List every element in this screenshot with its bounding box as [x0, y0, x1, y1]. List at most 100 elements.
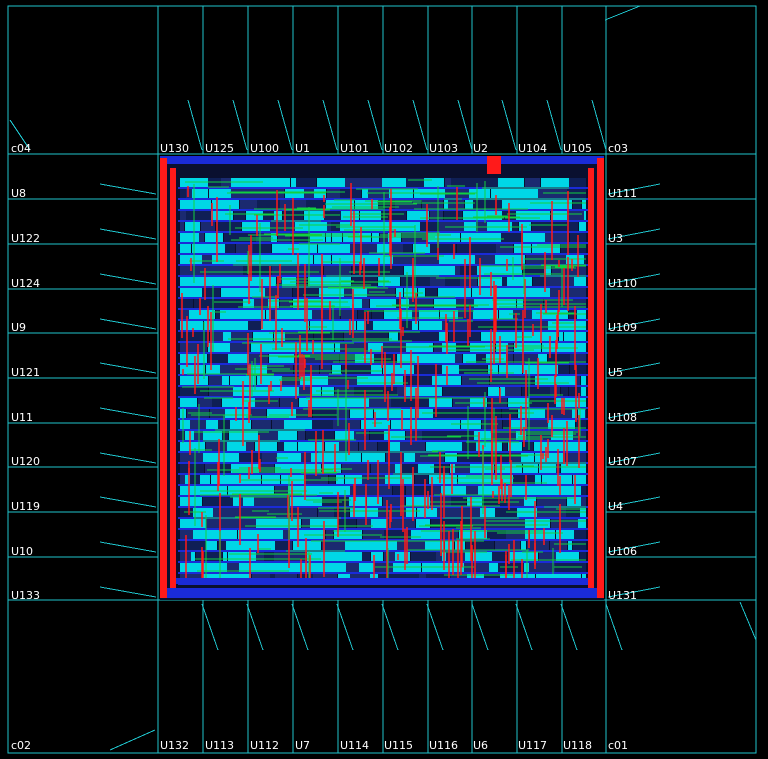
- cell-row-rail: [178, 440, 588, 442]
- cell-row-rail: [178, 198, 588, 200]
- standard-cell: [560, 442, 586, 451]
- standard-cell: [191, 552, 195, 561]
- pad-label-left: U9: [11, 321, 26, 334]
- standard-cell: [344, 244, 350, 253]
- standard-cell: [481, 332, 495, 341]
- standard-cell: [278, 442, 284, 451]
- standard-cell: [225, 244, 235, 253]
- standard-cell: [551, 431, 573, 440]
- cell-row-rail: [178, 319, 588, 321]
- standard-cell: [238, 398, 255, 407]
- standard-cell: [275, 310, 282, 319]
- standard-cell: [282, 310, 299, 319]
- standard-cell: [296, 464, 321, 473]
- cell-row-rail: [178, 352, 588, 354]
- standard-cell: [503, 442, 507, 451]
- standard-cell: [541, 178, 569, 187]
- standard-cell: [573, 541, 586, 550]
- standard-cell: [251, 343, 268, 352]
- standard-cell: [218, 541, 226, 550]
- standard-cell: [354, 431, 369, 440]
- standard-cell: [417, 508, 426, 517]
- standard-cell: [462, 376, 489, 385]
- standard-cell: [418, 464, 434, 473]
- standard-cell: [327, 189, 340, 198]
- standard-cell: [272, 244, 277, 253]
- standard-cell: [322, 541, 345, 550]
- standard-cell: [270, 222, 295, 231]
- standard-cell: [465, 552, 472, 561]
- standard-cell: [378, 442, 389, 451]
- standard-cell: [280, 299, 292, 308]
- standard-cell: [258, 431, 278, 440]
- standard-cell: [444, 211, 462, 220]
- standard-cell: [401, 299, 409, 308]
- standard-cell: [545, 233, 569, 242]
- standard-cell: [366, 332, 388, 341]
- standard-cell: [267, 409, 286, 418]
- standard-cell: [521, 541, 526, 550]
- pad-label-right: U5: [608, 366, 623, 379]
- standard-cell: [388, 530, 411, 539]
- core-area[interactable]: [160, 156, 604, 600]
- standard-cell: [362, 453, 380, 462]
- standard-cell: [476, 354, 486, 363]
- standard-cell: [465, 200, 473, 209]
- standard-cell: [228, 552, 256, 561]
- standard-cell: [495, 266, 522, 275]
- cell-row-rail: [178, 253, 588, 255]
- standard-cell: [295, 222, 319, 231]
- standard-cell: [323, 563, 346, 572]
- standard-cell: [180, 486, 201, 495]
- standard-cell: [180, 189, 186, 198]
- standard-cell: [404, 387, 430, 396]
- standard-cell: [538, 200, 563, 209]
- standard-cell: [370, 178, 382, 187]
- standard-cell: [439, 255, 462, 264]
- standard-cell: [567, 321, 586, 330]
- standard-cell: [412, 321, 418, 330]
- standard-cell: [503, 189, 528, 198]
- pad-label-left: U11: [11, 411, 33, 424]
- standard-cell: [313, 409, 336, 418]
- standard-cell: [466, 486, 478, 495]
- pad-label-left: U122: [11, 232, 40, 245]
- corner-label-top-left: c04: [11, 142, 31, 155]
- standard-cell: [413, 244, 430, 253]
- standard-cell: [200, 475, 210, 484]
- standard-cell: [396, 299, 400, 308]
- standard-cell: [180, 233, 199, 242]
- standard-cell: [584, 211, 586, 220]
- pad-label-right: U131: [608, 589, 637, 602]
- cell-row-rail: [178, 484, 588, 486]
- standard-cell: [255, 442, 277, 451]
- standard-cell: [346, 563, 359, 572]
- standard-cell: [180, 266, 200, 275]
- pad-bond-line: [607, 496, 661, 508]
- standard-cell: [561, 244, 586, 253]
- standard-cell: [412, 486, 431, 495]
- standard-cell: [442, 365, 459, 374]
- standard-cell: [277, 244, 290, 253]
- standard-cell: [233, 288, 248, 297]
- standard-cell: [468, 475, 484, 484]
- standard-cell: [556, 277, 574, 286]
- standard-cell: [180, 453, 203, 462]
- standard-cell: [381, 211, 406, 220]
- standard-cell: [203, 497, 211, 506]
- standard-cell: [510, 530, 525, 539]
- standard-cell: [475, 244, 496, 253]
- standard-cell: [325, 442, 339, 451]
- standard-cell: [393, 255, 421, 264]
- standard-cell: [531, 376, 535, 385]
- standard-cell: [380, 453, 385, 462]
- standard-cell: [561, 464, 586, 473]
- standard-cell: [180, 464, 204, 473]
- standard-cell: [461, 233, 476, 242]
- standard-cell: [206, 519, 230, 528]
- standard-cell: [578, 519, 586, 528]
- corner-label-bottom-right: c01: [608, 739, 628, 752]
- standard-cell: [570, 365, 575, 374]
- standard-cell: [316, 266, 323, 275]
